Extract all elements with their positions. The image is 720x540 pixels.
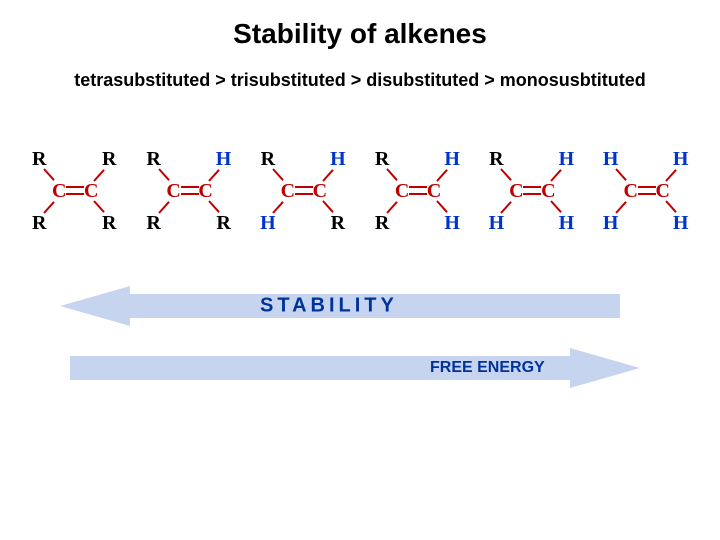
substituent-br: R: [98, 212, 120, 235]
substituent-tr: R: [98, 148, 120, 171]
free-energy-label: FREE ENERGY: [430, 359, 545, 377]
alkene-structure-5: HHHHCC: [596, 146, 696, 236]
substituent-tl: R: [371, 148, 393, 171]
substituent-bl: H: [600, 212, 622, 235]
substituent-tl: R: [28, 148, 50, 171]
double-bond: [409, 186, 427, 195]
substituent-br: H: [555, 212, 577, 235]
substituent-br: H: [441, 212, 463, 235]
substituent-bl: H: [257, 212, 279, 235]
substituent-bl: H: [485, 212, 507, 235]
substituent-tl: R: [485, 148, 507, 171]
double-bond: [523, 186, 541, 195]
substituent-tl: R: [143, 148, 165, 171]
stability-label: STABILITY: [260, 295, 398, 318]
structures-row: RRRRCCRHRRCCRHHRCCRHRHCCRHHHCCHHHHCC: [0, 146, 720, 236]
stability-arrow: STABILITY: [60, 286, 620, 326]
double-bond: [295, 186, 313, 195]
alkene-structure-2: RHHRCC: [253, 146, 353, 236]
substituent-tr: H: [213, 148, 235, 171]
substituent-tr: H: [327, 148, 349, 171]
free-energy-arrow-wrap: FREE ENERGY: [0, 348, 720, 398]
stability-arrow-wrap: STABILITY: [0, 286, 720, 336]
alkene-structure-0: RRRRCC: [24, 146, 124, 236]
substituent-tr: H: [441, 148, 463, 171]
double-bond: [66, 186, 84, 195]
substituent-bl: R: [371, 212, 393, 235]
arrow-right-shape: [70, 348, 640, 388]
alkene-structure-1: RHRRCC: [139, 146, 239, 236]
substitution-order-line: tetrasubstituted > trisubstituted > disu…: [0, 70, 720, 91]
substituent-bl: R: [143, 212, 165, 235]
double-bond: [181, 186, 199, 195]
substituent-tr: H: [670, 148, 692, 171]
substituent-br: R: [213, 212, 235, 235]
alkene-structure-4: RHHHCC: [481, 146, 581, 236]
page-title: Stability of alkenes: [0, 0, 720, 50]
substituent-tl: R: [257, 148, 279, 171]
double-bond: [638, 186, 656, 195]
substituent-tl: H: [600, 148, 622, 171]
alkene-structure-3: RHRHCC: [367, 146, 467, 236]
substituent-br: H: [670, 212, 692, 235]
substituent-br: R: [327, 212, 349, 235]
free-energy-arrow: FREE ENERGY: [70, 348, 640, 388]
substituent-tr: H: [555, 148, 577, 171]
substituent-bl: R: [28, 212, 50, 235]
